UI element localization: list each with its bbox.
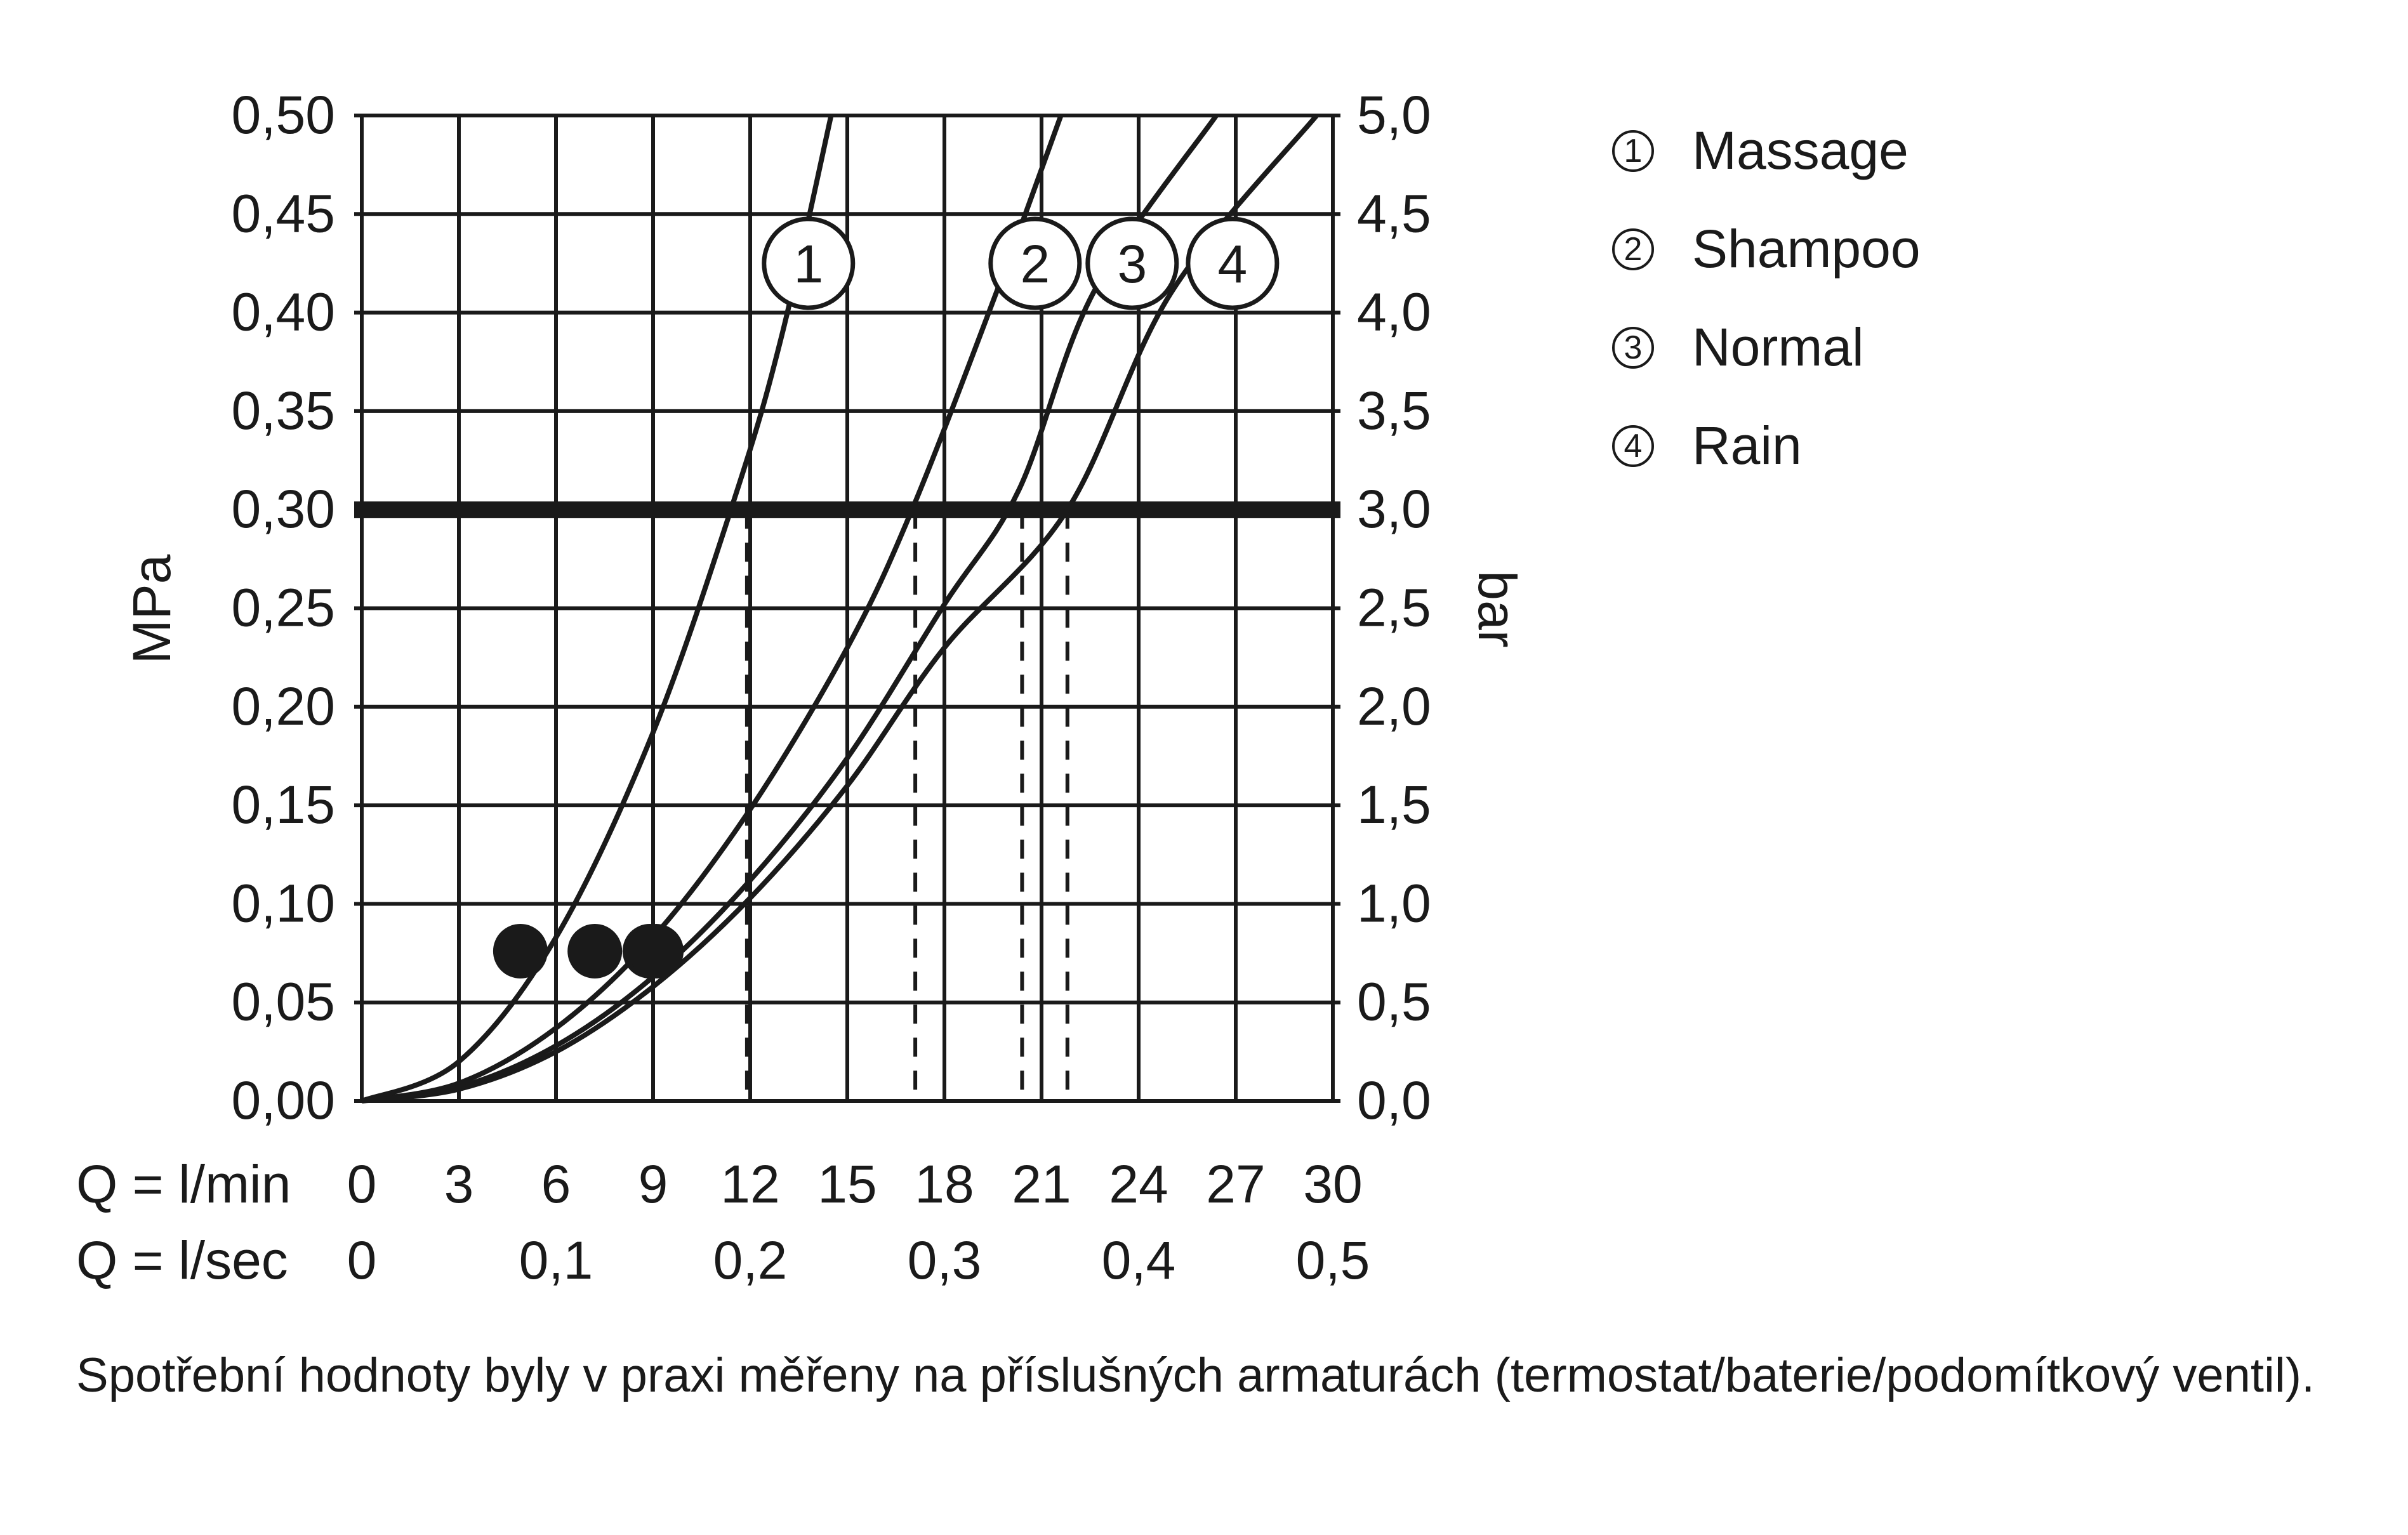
x-tick-label-lmin: 6 bbox=[541, 1154, 571, 1214]
x-tick-label-lsec: 0 bbox=[347, 1230, 377, 1290]
curves bbox=[361, 114, 1319, 1103]
y-right-tick-label: 4,0 bbox=[1357, 282, 1431, 342]
y-right-tick-label: 0,5 bbox=[1357, 972, 1431, 1032]
curve-label-circle-2 bbox=[988, 216, 1082, 310]
curve-series-2 bbox=[361, 114, 1064, 1103]
y-left-tick-label: 0,40 bbox=[232, 282, 336, 342]
marker-series-4 bbox=[629, 923, 684, 978]
y-left-axis-title: MPa bbox=[122, 554, 182, 664]
y-right-axis-title: bar bbox=[1467, 570, 1527, 647]
marker-series-2 bbox=[567, 923, 623, 978]
curve-label-circle-1 bbox=[762, 216, 856, 310]
curve-series-3 bbox=[361, 114, 1219, 1103]
legend-number: 1 bbox=[1612, 129, 1654, 172]
x-tick-label-lmin: 15 bbox=[817, 1154, 877, 1214]
curve-label-circle-4 bbox=[1186, 216, 1280, 310]
y-right-tick-label: 5,0 bbox=[1357, 85, 1431, 145]
y-right-tick-label: 2,5 bbox=[1357, 578, 1431, 638]
curve-series-4 bbox=[361, 114, 1319, 1103]
ticks: 0 3 6 9 12 15 18 21 24 27 300,00 0,00,05 0,50,10 1,00… bbox=[232, 85, 1431, 1290]
y-left-tick-label: 0,20 bbox=[232, 676, 336, 736]
y-left-tick-label: 0,00 bbox=[232, 1071, 336, 1130]
curve-label-number-3: 3 bbox=[1117, 234, 1147, 294]
markers bbox=[493, 923, 684, 978]
x-tick-label-lsec: 0,5 bbox=[1296, 1230, 1370, 1290]
x-tick-label-lmin: 18 bbox=[915, 1154, 974, 1214]
y-right-tick-label: 3,5 bbox=[1357, 381, 1431, 440]
x-tick-label-lmin: 30 bbox=[1303, 1154, 1362, 1214]
legend-label: Shampoo bbox=[1692, 219, 1921, 279]
x-tick-label-lsec: 0,3 bbox=[908, 1230, 982, 1290]
legend-label: Massage bbox=[1692, 121, 1909, 180]
legend: 1 Massage 2 Shampoo 3 Normal 4 Rain bbox=[1612, 102, 1921, 495]
y-left-tick-label: 0,35 bbox=[232, 381, 336, 440]
curve-label-number-1: 1 bbox=[793, 234, 823, 294]
marker-series-1 bbox=[493, 923, 548, 978]
x-tick-label-lmin: 27 bbox=[1206, 1154, 1265, 1214]
legend-item-rain: 4 Rain bbox=[1612, 397, 1921, 495]
y-right-tick-label: 3,0 bbox=[1357, 479, 1431, 539]
legend-label: Normal bbox=[1692, 317, 1864, 377]
x-tick-label-lsec: 0,1 bbox=[519, 1230, 593, 1290]
x-tick-label-lmin: 21 bbox=[1012, 1154, 1071, 1214]
legend-item-normal: 3 Normal bbox=[1612, 298, 1921, 397]
y-right-tick-label: 2,0 bbox=[1357, 676, 1431, 736]
x-tick-label-lmin: 3 bbox=[444, 1154, 474, 1214]
y-left-tick-label: 0,15 bbox=[232, 775, 336, 834]
caption: Spotřební hodnoty byly v praxi měřeny na… bbox=[76, 1348, 2315, 1402]
y-left-tick-label: 0,10 bbox=[232, 873, 336, 933]
y-left-tick-label: 0,50 bbox=[232, 85, 336, 145]
y-left-tick-label: 0,05 bbox=[232, 972, 336, 1032]
legend-number: 3 bbox=[1612, 326, 1654, 369]
x-row1-label: Q = l/min bbox=[76, 1154, 291, 1214]
y-left-tick-label: 0,45 bbox=[232, 183, 336, 243]
curve-series-1 bbox=[361, 115, 834, 1103]
x-tick-label-lmin: 12 bbox=[720, 1154, 779, 1214]
x-tick-label-lsec: 0,4 bbox=[1102, 1230, 1176, 1290]
legend-number: 4 bbox=[1612, 425, 1654, 467]
curve-label-number-2: 2 bbox=[1020, 234, 1050, 294]
legend-item-shampoo: 2 Shampoo bbox=[1612, 200, 1921, 298]
legend-label: Rain bbox=[1692, 416, 1802, 475]
y-right-tick-label: 1,5 bbox=[1357, 775, 1431, 834]
curve-label-number-4: 4 bbox=[1218, 234, 1248, 294]
x-tick-label-lmin: 0 bbox=[347, 1154, 377, 1214]
y-right-tick-label: 1,0 bbox=[1357, 873, 1431, 933]
y-left-tick-label: 0,25 bbox=[232, 578, 336, 638]
x-tick-label-lmin: 9 bbox=[638, 1154, 668, 1214]
x-row2-label: Q = l/sec bbox=[76, 1230, 288, 1290]
y-left-tick-label: 0,30 bbox=[232, 479, 336, 539]
y-right-tick-label: 4,5 bbox=[1357, 183, 1431, 243]
x-tick-label-lsec: 0,2 bbox=[713, 1230, 788, 1290]
legend-item-massage: 1 Massage bbox=[1612, 102, 1921, 200]
curve-labels: 1 2 3 4 bbox=[762, 216, 1280, 310]
y-right-tick-label: 0,0 bbox=[1357, 1071, 1431, 1130]
x-tick-label-lmin: 24 bbox=[1109, 1154, 1168, 1214]
curve-label-circle-3 bbox=[1085, 216, 1179, 310]
legend-number: 2 bbox=[1612, 228, 1654, 270]
